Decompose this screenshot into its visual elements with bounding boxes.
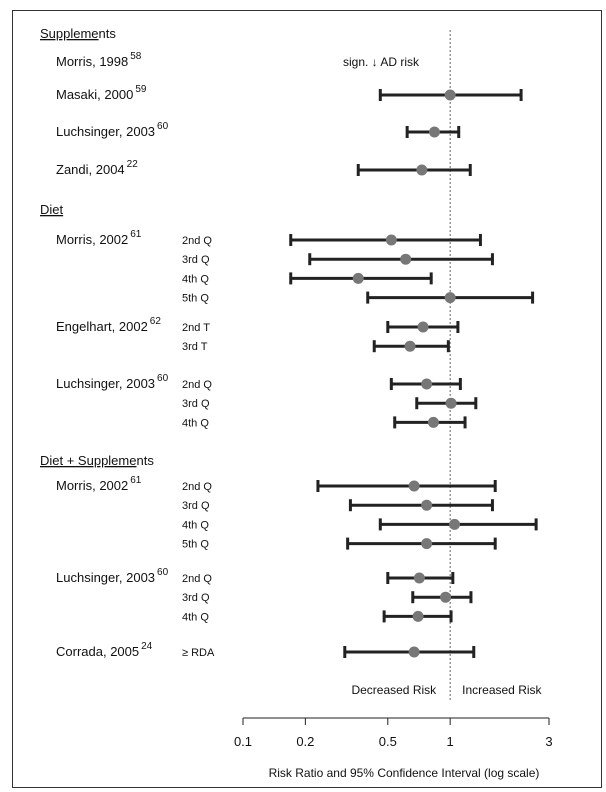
- section-heading: Supplements: [40, 26, 116, 41]
- study-label: Engelhart, 2002 62: [56, 316, 161, 334]
- subgroup-label: 4th Q: [182, 611, 209, 623]
- decreased-risk-label: Decreased Risk: [351, 683, 437, 697]
- subgroup-label: 2nd Q: [182, 481, 212, 493]
- point-estimate: [427, 416, 439, 428]
- study-note: sign. ↓ AD risk: [343, 55, 420, 69]
- point-estimate: [412, 610, 424, 622]
- x-tick-label: 1: [447, 734, 454, 749]
- increased-risk-label: Increased Risk: [462, 683, 542, 697]
- study-label: Luchsinger, 2003 60: [56, 121, 169, 139]
- point-estimate: [408, 646, 420, 658]
- x-axis-label: Risk Ratio and 95% Confidence Interval (…: [269, 766, 540, 780]
- point-estimate: [449, 518, 461, 530]
- point-estimate: [444, 292, 456, 304]
- point-estimate: [400, 253, 412, 265]
- point-estimate: [417, 321, 429, 333]
- study-label: Masaki, 2000 59: [56, 84, 147, 102]
- point-estimate: [413, 572, 425, 584]
- study-label: Luchsinger, 2003 60: [56, 567, 169, 585]
- point-estimate: [421, 378, 433, 390]
- study-label: Morris, 1998 58: [56, 51, 142, 69]
- subgroup-label: 2nd T: [182, 322, 210, 334]
- study-label: Morris, 2002 61: [56, 229, 142, 247]
- point-estimate: [408, 480, 420, 492]
- point-estimate: [421, 538, 433, 550]
- subgroup-label: 4th Q: [182, 417, 209, 429]
- point-estimate: [385, 234, 397, 246]
- subgroup-label: 3rd Q: [182, 398, 210, 410]
- point-estimate: [416, 164, 428, 176]
- study-label: Corrada, 2005 24: [56, 641, 153, 659]
- point-estimate: [445, 397, 457, 409]
- point-estimate: [352, 272, 364, 284]
- study-label: Zandi, 2004 22: [56, 159, 138, 177]
- subgroup-label: 4th Q: [182, 273, 209, 285]
- point-estimate: [404, 340, 416, 352]
- subgroup-label: 3rd Q: [182, 592, 210, 604]
- subgroup-label: 5th Q: [182, 293, 209, 305]
- x-tick-label: 3: [545, 734, 552, 749]
- subgroup-label: 3rd Q: [182, 254, 210, 266]
- subgroup-label: 2nd Q: [182, 235, 212, 247]
- study-label: Morris, 2002 61: [56, 475, 142, 493]
- x-tick-label: 0.5: [379, 734, 397, 749]
- point-estimate: [421, 499, 433, 511]
- subgroup-label: 3rd Q: [182, 500, 210, 512]
- x-tick-label: 0.1: [234, 734, 252, 749]
- x-tick-label: 0.2: [296, 734, 314, 749]
- subgroup-label: 4th Q: [182, 519, 209, 531]
- study-label: Luchsinger, 2003 60: [56, 373, 169, 391]
- subgroup-label: ≥ RDA: [182, 647, 215, 659]
- subgroup-label: 5th Q: [182, 539, 209, 551]
- subgroup-label: 3rd T: [182, 341, 208, 353]
- point-estimate: [428, 126, 440, 138]
- section-heading: Diet + Supplements: [40, 453, 154, 468]
- point-estimate: [444, 89, 456, 101]
- subgroup-label: 2nd Q: [182, 379, 212, 391]
- section-heading: Diet: [40, 202, 64, 217]
- figure-frame: [12, 10, 602, 788]
- subgroup-label: 2nd Q: [182, 573, 212, 585]
- point-estimate: [440, 591, 452, 603]
